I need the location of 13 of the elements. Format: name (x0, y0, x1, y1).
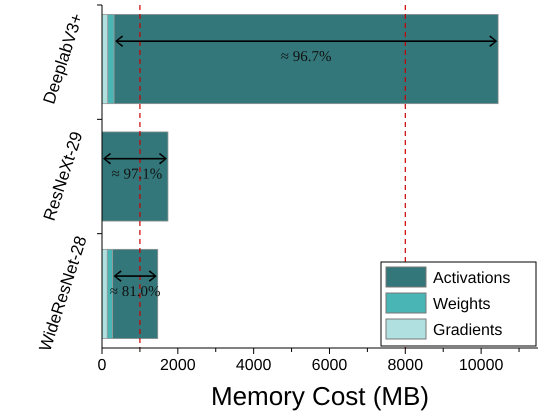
x-tick-label: 2000 (160, 357, 196, 374)
x-tick-label: 0 (98, 357, 107, 374)
legend-label: Activations (433, 270, 510, 287)
x-tick-label: 10000 (458, 357, 504, 374)
annotation: ≈ 97.1% (112, 166, 162, 183)
x-tick-label: 8000 (388, 357, 424, 374)
x-axis-title: Memory Cost (MB) (210, 381, 430, 411)
annotation: ≈ 96.7% (280, 49, 332, 66)
legend-label: Weights (433, 296, 491, 313)
bar (102, 131, 168, 222)
legend-label: Gradients (433, 322, 502, 339)
x-tick-label: 4000 (236, 357, 272, 374)
x-tick-label: 6000 (312, 357, 348, 374)
